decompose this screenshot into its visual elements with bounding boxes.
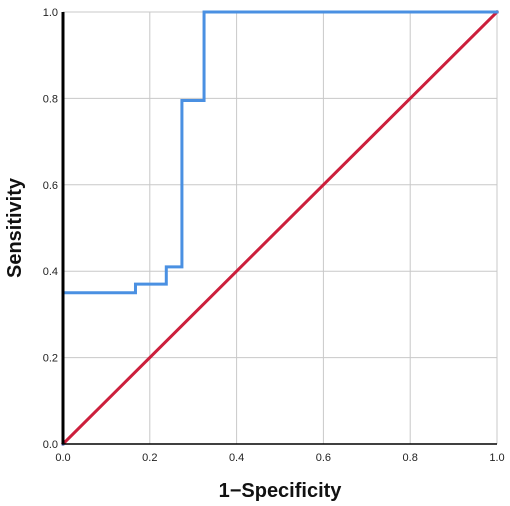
x-tick-label: 0.0	[55, 452, 70, 464]
reference-diagonal-line	[60, 9, 500, 447]
y-tick-label: 0.8	[43, 93, 58, 105]
x-tick-label: 0.4	[229, 452, 244, 464]
y-tick-label: 1.0	[43, 7, 58, 19]
x-tick-label: 0.2	[142, 452, 157, 464]
axes	[61, 12, 497, 445]
x-tick-label: 0.6	[316, 452, 331, 464]
tick-labels: 0.0 0.2 0.4 0.6 0.8 1.0 0.0 0.2 0.4 0.6 0.8 1.0	[43, 7, 505, 464]
x-tick-label: 1.0	[489, 452, 504, 464]
y-axis-title: Sensitivity	[4, 177, 26, 278]
roc-curve-line	[61, 10, 499, 446]
y-tick-label: 0.0	[43, 439, 58, 451]
y-tick-label: 0.4	[43, 266, 58, 278]
grid-lines	[62, 11, 498, 445]
x-axis-title: 1−Specificity	[219, 480, 343, 502]
x-tick-label: 0.8	[403, 452, 418, 464]
y-tick-label: 0.6	[43, 180, 58, 192]
plot-series	[60, 9, 500, 447]
y-tick-label: 0.2	[43, 353, 58, 365]
